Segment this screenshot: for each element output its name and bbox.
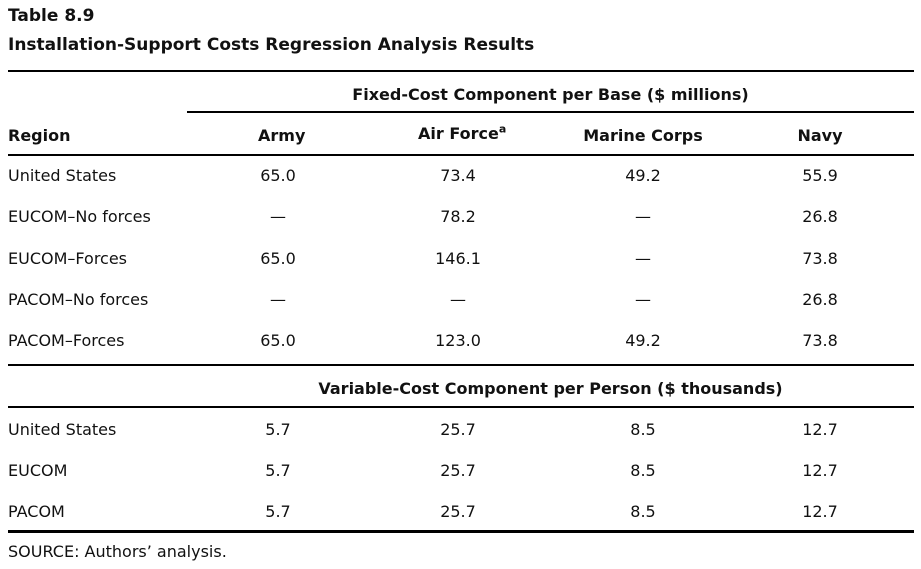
row-army-value: 65.0 [260,166,296,185]
row-army-value: 65.0 [260,249,296,268]
row-air-force-value: 25.7 [440,461,476,480]
row-marine-corps-value: — [635,249,651,268]
header-army: Army [258,126,306,145]
row-navy-value: 73.8 [802,331,838,350]
header-air-force-footnote: a [498,122,507,136]
fixed-cost-group-rule [187,111,914,113]
source-note: SOURCE: Authors’ analysis. [8,542,227,561]
header-air-force: Air Forcea [418,124,506,143]
row-air-force-value: 123.0 [435,331,481,350]
row-army-value: 5.7 [265,461,291,480]
row-army-value: 5.7 [265,502,291,521]
bottom-rule [8,530,914,533]
row-army-value: — [270,207,286,226]
row-marine-corps-value: 8.5 [630,420,656,439]
row-navy-value: 55.9 [802,166,838,185]
row-navy-value: 12.7 [802,461,838,480]
row-air-force-value: 78.2 [440,207,476,226]
row-navy-value: 73.8 [802,249,838,268]
row-marine-corps-value: 49.2 [625,331,661,350]
header-navy: Navy [797,126,843,145]
top-rule [8,70,914,72]
row-air-force-value: 73.4 [440,166,476,185]
row-marine-corps-value: 8.5 [630,461,656,480]
row-air-force-value: — [450,290,466,309]
header-air-force-label: Air Force [418,124,499,143]
table-number: Table 8.9 [8,6,95,26]
row-navy-value: 26.8 [802,207,838,226]
variable-cost-group-title: Variable-Cost Component per Person ($ th… [318,379,783,398]
row-army-value: 65.0 [260,331,296,350]
row-region: EUCOM–No forces [8,207,151,226]
row-navy-value: 12.7 [802,420,838,439]
table-title: Installation-Support Costs Regression An… [8,35,535,55]
row-army-value: 5.7 [265,420,291,439]
row-region: EUCOM [8,461,68,480]
row-region: PACOM–No forces [8,290,149,309]
row-air-force-value: 25.7 [440,420,476,439]
row-marine-corps-value: — [635,207,651,226]
row-navy-value: 12.7 [802,502,838,521]
row-region: EUCOM–Forces [8,249,128,268]
row-marine-corps-value: — [635,290,651,309]
fixed-cost-group-title: Fixed-Cost Component per Base ($ million… [352,85,749,104]
section-rule [8,364,914,366]
row-region: United States [8,420,117,439]
row-region: PACOM [8,502,65,521]
header-marine-corps: Marine Corps [583,126,703,145]
row-navy-value: 26.8 [802,290,838,309]
row-air-force-value: 25.7 [440,502,476,521]
row-air-force-value: 146.1 [435,249,481,268]
row-army-value: — [270,290,286,309]
header-region: Region [8,126,71,145]
row-region: PACOM–Forces [8,331,125,350]
header-rule [8,154,914,156]
row-marine-corps-value: 8.5 [630,502,656,521]
row-region: United States [8,166,117,185]
variable-header-rule [8,406,914,408]
row-marine-corps-value: 49.2 [625,166,661,185]
